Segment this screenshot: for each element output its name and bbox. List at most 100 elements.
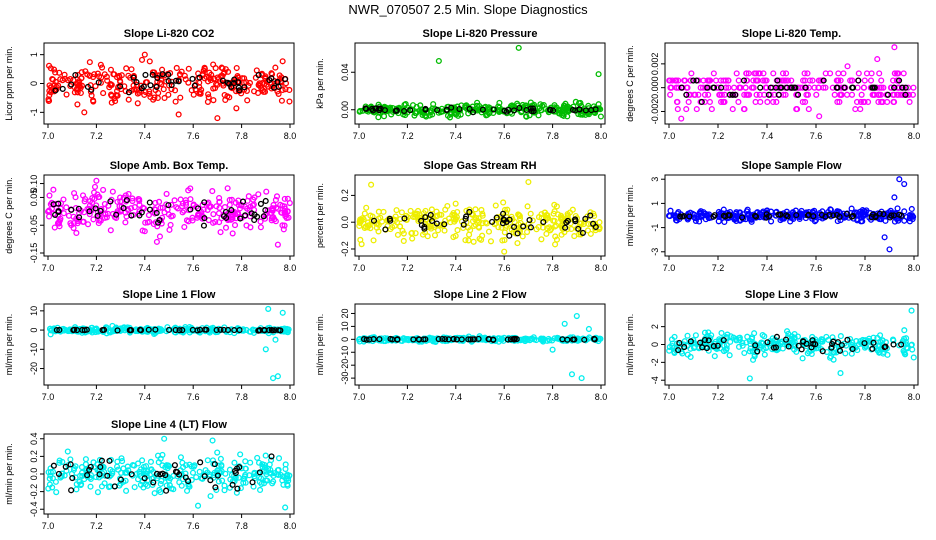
y-tick-label: -1 (650, 224, 660, 232)
data-point (489, 218, 496, 225)
data-point (56, 223, 63, 230)
data-point (450, 336, 457, 343)
data-point (175, 111, 182, 118)
data-point (801, 70, 808, 77)
data-point (228, 207, 235, 214)
data-point (890, 341, 897, 348)
data-point (147, 82, 154, 89)
data-point (172, 98, 179, 105)
data-point (246, 472, 253, 479)
data-point (581, 336, 588, 343)
data-point (413, 103, 420, 111)
data-point (237, 215, 244, 222)
data-point (52, 478, 59, 485)
y-axis-label: kPa per min. (315, 58, 325, 109)
data-point (212, 484, 219, 491)
data-point (504, 336, 511, 343)
data-point (726, 91, 733, 98)
data-point (564, 107, 571, 114)
data-point (540, 218, 547, 226)
data-point (165, 462, 172, 469)
data-point (56, 69, 63, 76)
data-point (61, 472, 68, 479)
data-point (254, 454, 261, 461)
data-point (370, 237, 377, 244)
data-point (525, 178, 532, 186)
data-point (214, 115, 221, 122)
data-point (891, 44, 898, 51)
data-point (731, 84, 738, 91)
data-point (76, 78, 83, 85)
data-point (270, 375, 277, 382)
data-point (844, 91, 851, 98)
data-point (61, 71, 68, 78)
data-point (382, 226, 389, 233)
data-point (578, 375, 585, 382)
data-point (790, 215, 797, 223)
points-group (666, 307, 917, 382)
data-point (549, 346, 556, 353)
data-point (462, 103, 469, 110)
x-tick-label: 8.0 (284, 131, 297, 141)
data-point (901, 208, 908, 215)
data-point (893, 77, 900, 84)
data-point (236, 87, 243, 94)
data-point (435, 57, 442, 65)
points-group (356, 44, 604, 121)
data-point (96, 471, 103, 478)
data-point (46, 475, 53, 482)
data-point (56, 326, 63, 333)
data-point (377, 214, 384, 221)
data-point (189, 326, 196, 333)
data-point (812, 341, 819, 348)
data-point (53, 326, 60, 334)
data-point (130, 74, 137, 81)
data-point (691, 91, 698, 98)
data-point (582, 215, 589, 222)
data-point (255, 459, 263, 466)
data-point (369, 107, 377, 114)
x-tick-label: 8.0 (595, 131, 608, 141)
data-point (145, 326, 152, 333)
data-point (828, 344, 835, 351)
data-point (215, 478, 222, 485)
data-point (714, 342, 721, 349)
data-point (596, 219, 603, 226)
data-point (891, 218, 898, 225)
data-point (876, 342, 883, 349)
data-point (177, 94, 184, 101)
data-point (751, 330, 758, 337)
data-point (189, 75, 196, 82)
data-point (741, 106, 748, 113)
data-point (129, 462, 136, 469)
data-point (910, 84, 917, 91)
data-point (857, 106, 864, 113)
data-point (201, 473, 208, 480)
data-point (901, 217, 908, 224)
data-point (148, 466, 155, 474)
data-point (213, 326, 220, 334)
y-axis-label: degrees C per min. (4, 177, 14, 254)
x-tick-label: 7.6 (810, 263, 823, 273)
data-point (859, 218, 866, 225)
data-point (444, 112, 452, 119)
data-point (673, 98, 681, 106)
data-point (255, 191, 262, 198)
data-point (445, 215, 453, 222)
data-point (852, 106, 859, 113)
data-point (206, 69, 213, 76)
data-point (400, 237, 407, 245)
x-tick-label: 7.4 (139, 521, 152, 531)
data-point (177, 454, 184, 461)
data-point (718, 329, 725, 337)
data-point (263, 188, 270, 195)
data-point (277, 471, 284, 478)
x-tick-label: 7.8 (235, 263, 248, 273)
data-point (888, 212, 895, 219)
data-point (182, 462, 190, 469)
data-point (175, 78, 182, 85)
plot-slope-li-820-co2: Slope Li-820 CO2 7.0 7.2 7.4 7.6 7.8 8.0 -1 0 1 Li… (4, 28, 296, 141)
data-point (833, 84, 840, 91)
data-point (165, 211, 172, 218)
points-group (666, 44, 917, 122)
